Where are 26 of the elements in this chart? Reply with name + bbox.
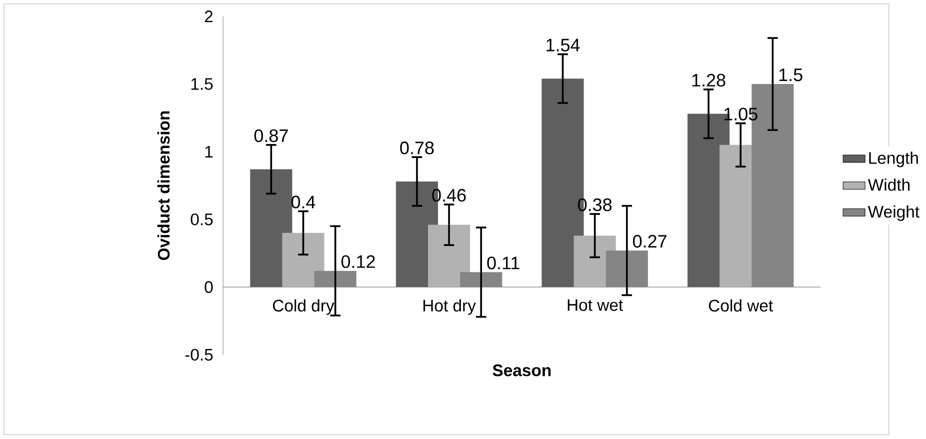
data-label: 0.27 xyxy=(632,235,666,248)
y-tick-label: 0.5 xyxy=(190,214,213,226)
data-label: 0.87 xyxy=(254,130,288,142)
y-tick-label: 1 xyxy=(205,146,213,158)
data-label: 1.28 xyxy=(692,74,726,87)
bar xyxy=(282,233,324,288)
x-tick-label: Cold wet xyxy=(708,299,773,312)
legend-label: Length xyxy=(869,152,918,168)
y-tick-label: 0 xyxy=(204,281,213,294)
data-label: 0.11 xyxy=(487,256,520,270)
x-tick-label: Hot wet xyxy=(568,299,623,312)
x-tick-label: Hot dry xyxy=(423,299,476,316)
data-label: 0.78 xyxy=(400,142,434,154)
data-label: 0.12 xyxy=(341,255,375,268)
y-axis-title: Oviduct dimension xyxy=(157,112,170,260)
legend-label: Width xyxy=(868,178,910,191)
data-label: 1.05 xyxy=(724,108,758,121)
y-tick-label: -0.5 xyxy=(185,348,213,361)
x-tick-label: Cold dry xyxy=(272,299,334,316)
data-label: 1.5 xyxy=(779,68,802,82)
bar xyxy=(428,224,470,288)
y-tick-label: 1.5 xyxy=(191,78,213,90)
x-axis-title: Season xyxy=(492,364,551,376)
y-tick-label: 2 xyxy=(204,10,213,22)
data-label: 1.54 xyxy=(546,39,580,52)
legend-label: Weight xyxy=(868,206,920,222)
